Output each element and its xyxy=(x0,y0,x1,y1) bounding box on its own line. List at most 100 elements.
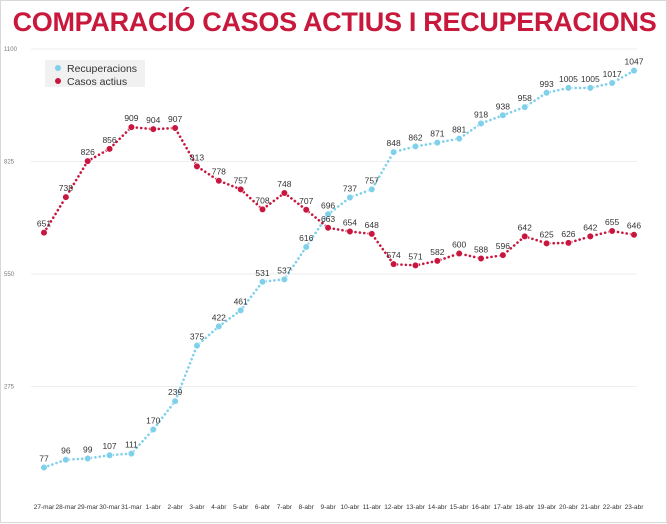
data-label: 574 xyxy=(387,250,401,260)
data-label: 654 xyxy=(343,217,357,227)
data-label: 107 xyxy=(102,441,116,451)
data-point xyxy=(324,210,332,218)
data-label: 856 xyxy=(102,135,116,145)
y-axis: 1100 825 550 275 xyxy=(4,47,18,391)
data-point xyxy=(84,454,92,463)
data-point xyxy=(149,125,157,133)
data-point xyxy=(193,162,201,171)
legend-background xyxy=(45,60,145,87)
series-line xyxy=(42,125,636,267)
x-tick-label: 22-abr xyxy=(603,504,623,511)
data-point xyxy=(521,232,529,240)
data-point xyxy=(127,123,136,131)
x-tick-label: 7-abr xyxy=(277,504,293,511)
data-label: 826 xyxy=(81,147,95,157)
data-label: 648 xyxy=(365,220,379,230)
data-point xyxy=(586,232,594,240)
data-point xyxy=(258,278,267,286)
data-point xyxy=(237,306,245,315)
legend-marker-recuperacions xyxy=(55,65,61,71)
data-point xyxy=(324,224,332,232)
data-label: 461 xyxy=(234,296,248,306)
data-point xyxy=(499,251,507,259)
data-point xyxy=(477,254,485,263)
chart-title: COMPARACIÓ CASOS ACTIUS I RECUPERACIONS xyxy=(12,7,657,37)
data-point xyxy=(564,239,573,247)
data-label: 778 xyxy=(212,167,226,177)
x-tick-label: 8-abr xyxy=(299,504,315,511)
data-label: 881 xyxy=(452,125,466,135)
data-point xyxy=(455,134,463,143)
data-point xyxy=(411,261,420,270)
data-label: 99 xyxy=(83,445,93,455)
data-labels: 77 96 99 107 111 170 239 375 422 461 531 537 616 696 7… xyxy=(37,57,644,464)
data-point xyxy=(521,103,529,111)
data-point xyxy=(237,185,245,193)
data-label: 616 xyxy=(299,233,313,243)
data-point xyxy=(390,260,398,268)
x-tick-label: 27-mar xyxy=(34,504,55,511)
data-point xyxy=(105,145,114,153)
data-point xyxy=(477,119,485,128)
data-label: 696 xyxy=(321,200,335,210)
x-tick-label: 23-abr xyxy=(625,504,645,511)
data-point xyxy=(215,177,223,185)
data-point xyxy=(62,193,70,201)
data-label: 862 xyxy=(408,132,422,142)
data-label: 239 xyxy=(168,387,182,397)
x-tick-label: 9-abr xyxy=(320,504,336,511)
x-tick-label: 3-abr xyxy=(189,504,205,511)
x-tick-label: 14-abr xyxy=(428,504,448,511)
data-label: 907 xyxy=(168,114,182,124)
data-label: 600 xyxy=(452,240,466,250)
data-point xyxy=(411,142,420,150)
data-point xyxy=(62,456,70,464)
x-tick-label: 12-abr xyxy=(384,504,404,511)
y-tick-label: 1100 xyxy=(4,47,18,53)
data-label: 642 xyxy=(583,222,597,232)
data-label: 77 xyxy=(39,454,49,464)
data-point xyxy=(302,243,310,251)
data-label: 626 xyxy=(561,229,575,239)
data-point xyxy=(433,139,441,147)
data-point xyxy=(608,227,616,235)
x-tick-label: 4-abr xyxy=(211,504,227,511)
data-label: 918 xyxy=(474,109,488,119)
x-tick-label: 2-abr xyxy=(168,504,184,511)
x-tick-label: 21-abr xyxy=(581,504,601,511)
data-label: 663 xyxy=(321,214,335,224)
data-label: 1017 xyxy=(603,69,622,79)
data-point xyxy=(346,227,354,236)
x-tick-label: 5-abr xyxy=(233,504,249,511)
data-point xyxy=(455,249,463,258)
x-tick-label: 10-abr xyxy=(341,504,361,511)
data-point xyxy=(127,449,136,458)
data-point xyxy=(499,111,507,119)
x-tick-label: 28-mar xyxy=(56,504,77,511)
x-tick-label: 6-abr xyxy=(255,504,271,511)
data-label: 588 xyxy=(474,244,488,254)
data-label: 655 xyxy=(605,217,619,227)
grid-layer xyxy=(31,48,637,387)
data-point xyxy=(84,157,92,165)
data-label: 651 xyxy=(37,219,51,229)
x-tick-label: 16-abr xyxy=(472,504,492,511)
x-tick-label: 31-mar xyxy=(121,504,142,511)
legend-label-casos-actius: Casos actius xyxy=(67,76,127,88)
data-label: 813 xyxy=(190,152,204,162)
data-label: 582 xyxy=(430,247,444,257)
x-tick-label: 29-mar xyxy=(77,504,98,511)
data-point xyxy=(149,425,157,434)
data-point xyxy=(542,89,551,97)
data-label: 958 xyxy=(518,93,532,103)
x-tick-label: 15-abr xyxy=(450,504,470,511)
x-tick-label: 20-abr xyxy=(559,504,579,511)
data-label: 737 xyxy=(343,184,357,194)
data-label: 904 xyxy=(146,115,160,125)
series-recuperacions xyxy=(40,67,638,472)
data-point xyxy=(171,397,179,405)
data-point xyxy=(630,231,638,239)
data-label: 848 xyxy=(387,138,401,148)
series-line xyxy=(42,69,636,469)
